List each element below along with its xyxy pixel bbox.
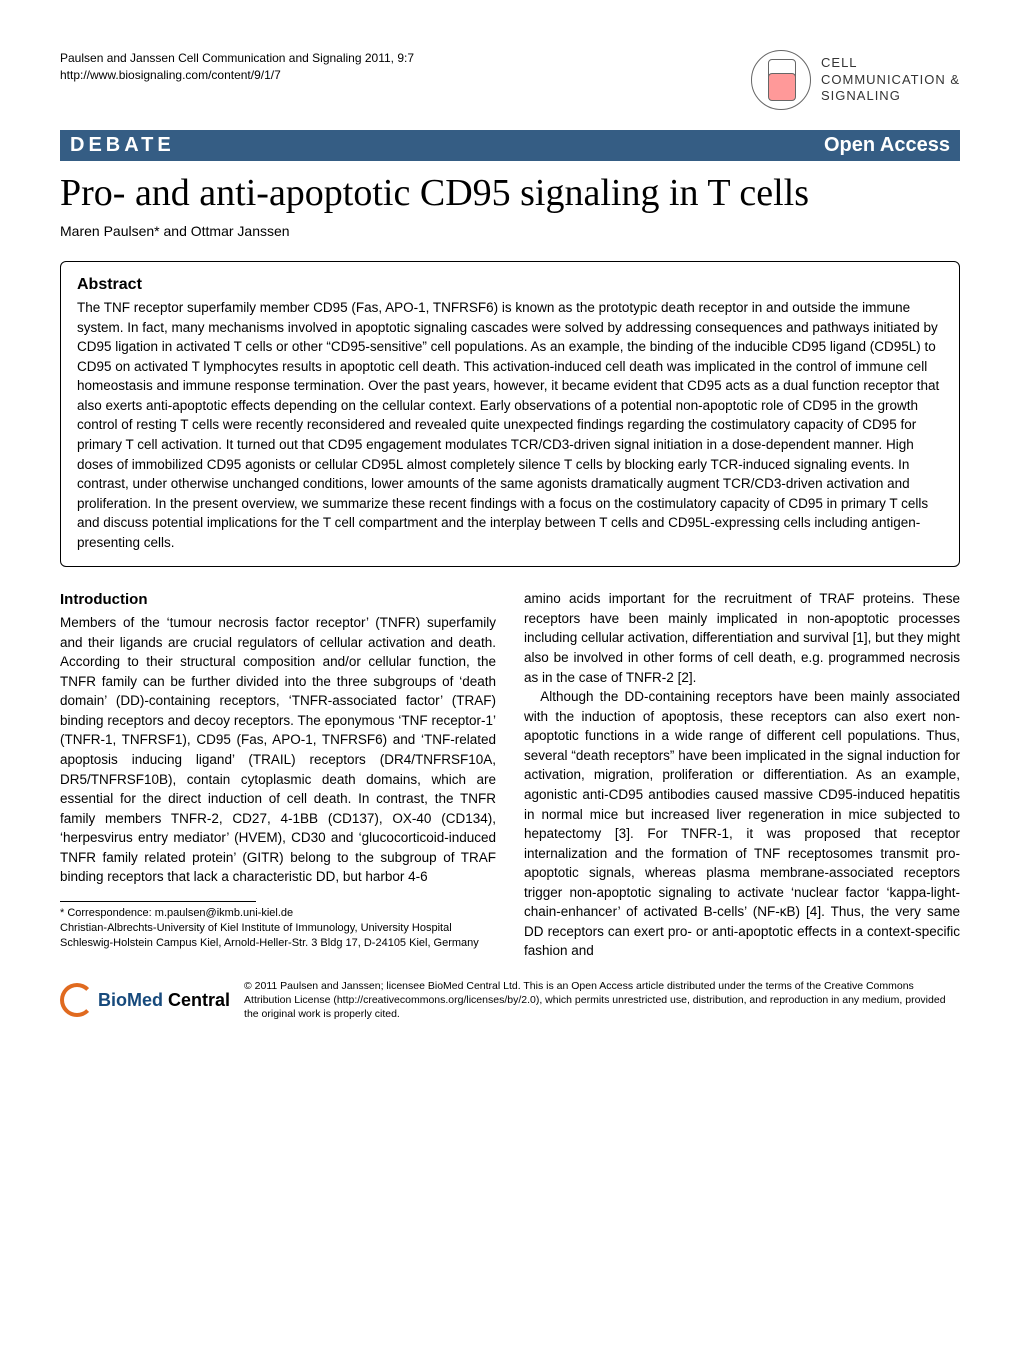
journal-name-line1: CELL: [821, 55, 960, 72]
introduction-para1: Members of the ‘tumour necrosis factor r…: [60, 613, 496, 887]
author-list: Maren Paulsen* and Ottmar Janssen: [60, 223, 960, 239]
journal-name-line3: SIGNALING: [821, 88, 960, 105]
biomed-central-logo: BioMed Central: [60, 983, 230, 1017]
article-type-label: DEBATE: [70, 134, 175, 157]
citation-line: Paulsen and Janssen Cell Communication a…: [60, 50, 414, 67]
introduction-para2a: amino acids important for the recruitmen…: [524, 589, 960, 687]
open-access-label: Open Access: [824, 134, 950, 157]
affiliation-text: Christian-Albrechts-University of Kiel I…: [60, 922, 479, 949]
page-header: Paulsen and Janssen Cell Communication a…: [60, 50, 960, 110]
copyright-text: © 2011 Paulsen and Janssen; licensee Bio…: [244, 979, 960, 1022]
bmc-bio-text: BioMed: [98, 990, 163, 1010]
bmc-ring-icon: [60, 983, 94, 1017]
footnote-rule: [60, 901, 256, 902]
citation-block: Paulsen and Janssen Cell Communication a…: [60, 50, 414, 84]
abstract-box: Abstract The TNF receptor superfamily me…: [60, 261, 960, 567]
bmc-central-text: Central: [163, 990, 230, 1010]
correspondence-footnote: * Correspondence: m.paulsen@ikmb.uni-kie…: [60, 906, 496, 951]
journal-logo-text: CELL COMMUNICATION & SIGNALING: [821, 55, 960, 106]
journal-name-line2: COMMUNICATION &: [821, 72, 960, 89]
body-columns: Introduction Members of the ‘tumour necr…: [60, 589, 960, 961]
abstract-text: The TNF receptor superfamily member CD95…: [77, 298, 943, 552]
journal-logo-icon: [751, 50, 811, 110]
correspondence-label: * Correspondence:: [60, 907, 152, 919]
article-type-banner: DEBATE Open Access: [60, 130, 960, 161]
abstract-heading: Abstract: [77, 276, 943, 294]
introduction-para2b: Although the DD-containing receptors hav…: [524, 687, 960, 961]
left-column: Introduction Members of the ‘tumour necr…: [60, 589, 496, 961]
right-column: amino acids important for the recruitmen…: [524, 589, 960, 961]
article-title: Pro- and anti-apoptotic CD95 signaling i…: [60, 171, 960, 215]
article-url: http://www.biosignaling.com/content/9/1/…: [60, 67, 414, 84]
page-footer: BioMed Central © 2011 Paulsen and Jansse…: [60, 979, 960, 1022]
bmc-wordmark: BioMed Central: [98, 988, 230, 1012]
journal-brand: CELL COMMUNICATION & SIGNALING: [751, 50, 960, 110]
introduction-heading: Introduction: [60, 589, 496, 611]
correspondence-email: m.paulsen@ikmb.uni-kiel.de: [155, 907, 293, 919]
